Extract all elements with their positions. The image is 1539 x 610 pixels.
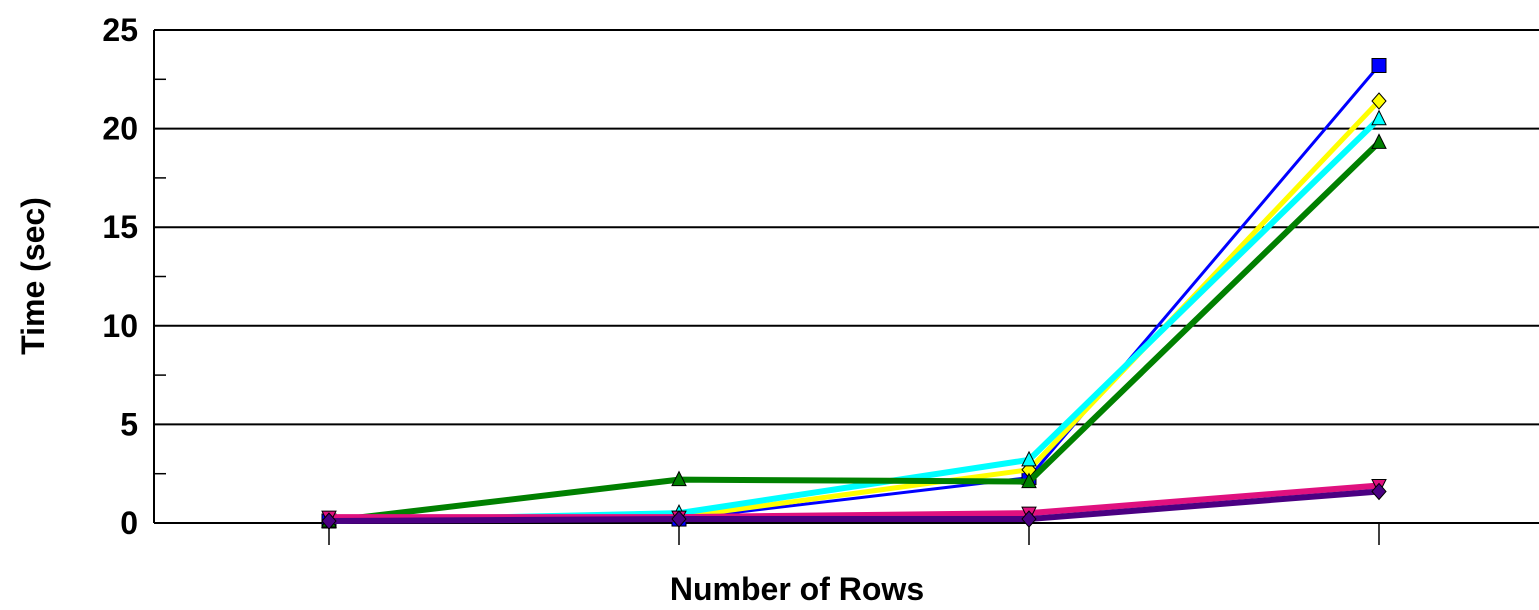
x-axis-title: Number of Rows [670, 571, 924, 607]
series-4-point-3 [1021, 472, 1037, 489]
series-4-point-2 [671, 470, 687, 487]
series-6-point-3 [1021, 510, 1037, 528]
series-2 [321, 92, 1387, 530]
series-layer [321, 57, 1387, 530]
series-4-point-4 [1371, 133, 1387, 149]
series-3-point-4 [1371, 109, 1387, 126]
y-tick-label-5: 5 [120, 406, 138, 442]
gridlines [154, 29, 1539, 524]
series-3-line [328, 116, 1382, 525]
series-2-line [328, 99, 1381, 524]
series-6-point-4 [1371, 482, 1387, 501]
series-3-point-3 [1021, 450, 1037, 467]
series-2-point-4 [1371, 92, 1387, 110]
series-4-line [328, 140, 1382, 525]
series-3 [321, 109, 1387, 528]
y-tick-label-25: 25 [102, 12, 138, 48]
series-1-point-4 [1371, 57, 1387, 73]
series-4 [321, 133, 1387, 528]
y-axis-title: Time (sec) [15, 197, 51, 355]
series-6-point-1 [321, 512, 337, 530]
y-tick-label-10: 10 [102, 308, 138, 344]
axes [153, 30, 1380, 545]
series-6-point-2 [671, 510, 687, 528]
y-tick-labels: 0 5 10 15 20 25 [102, 12, 138, 541]
y-tick-label-15: 15 [102, 209, 138, 245]
series-6-line [328, 488, 1380, 525]
series-6 [321, 482, 1387, 530]
y-tick-label-0: 0 [120, 505, 138, 541]
y-tick-label-20: 20 [102, 111, 138, 147]
